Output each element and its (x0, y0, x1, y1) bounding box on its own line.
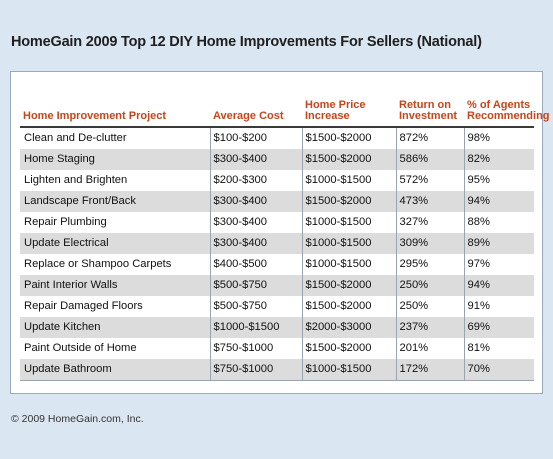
cell-agents-recommending: 89% (463, 233, 534, 254)
cell-project: Paint Outside of Home (24, 342, 137, 354)
cell-agents-recommending: 97% (463, 254, 534, 275)
table-row: Clean and De-clutter $100-$200 $1500-$2000… (20, 127, 534, 149)
cell-return-on-investment: 309% (395, 233, 464, 254)
cell-agents-recommending: 88% (463, 212, 534, 233)
cell-project: Repair Damaged Floors (24, 300, 143, 312)
cell-project: Clean and De-clutter (24, 132, 127, 144)
cell-project: Landscape Front/Back (20, 191, 210, 212)
cell-agents-recommending: 70% (463, 359, 534, 381)
cell-home-price-increase: $1500-$2000 (301, 275, 396, 296)
cell-average-cost: $300-$400 (209, 149, 302, 170)
cell-agents-recommending: 94% (463, 275, 534, 296)
improvements-table: Home Improvement Project Average Cost Ho… (20, 99, 550, 381)
cell-average-cost: $750-$1000 (209, 338, 302, 359)
cell-average-cost: $200-$300 (209, 170, 302, 191)
table-panel: Home Improvement Project Average Cost Ho… (10, 71, 550, 394)
chart-title: HomeGain 2009 Top 12 DIY Home Improvemen… (11, 34, 482, 50)
cell-return-on-investment: 237% (395, 317, 464, 338)
cell-project: Replace or Shampoo Carpets (24, 258, 172, 270)
cell-average-cost: $400-$500 (209, 254, 302, 275)
cell-return-on-investment: 473% (395, 191, 464, 212)
cell-project: Update Electrical (20, 233, 210, 254)
table-row: Update Bathroom $750-$1000 $1000-$1500 172%… (20, 359, 534, 381)
header-average-cost: Average Cost (213, 110, 284, 122)
header-agents-recommending: % of Agents Recommending (467, 99, 550, 122)
cell-average-cost: $100-$200 (209, 127, 302, 149)
cell-return-on-investment: 327% (395, 212, 464, 233)
cell-home-price-increase: $1500-$2000 (301, 191, 396, 212)
cell-average-cost: $500-$750 (209, 296, 302, 317)
cell-agents-recommending: 81% (463, 338, 534, 359)
cell-home-price-increase: $1000-$1500 (301, 233, 396, 254)
table-row: Landscape Front/Back $300-$400 $1500-$2000… (20, 191, 534, 212)
cell-project: Home Staging (20, 149, 210, 170)
cell-home-price-increase: $1000-$1500 (301, 170, 396, 191)
copyright-text: © 2009 HomeGain.com, Inc. (11, 413, 144, 425)
cell-project: Update Kitchen (20, 317, 210, 338)
cell-return-on-investment: 872% (395, 127, 464, 149)
cell-agents-recommending: 98% (463, 127, 534, 149)
cell-average-cost: $750-$1000 (209, 359, 302, 381)
cell-average-cost: $300-$400 (209, 233, 302, 254)
cell-agents-recommending: 82% (463, 149, 534, 170)
cell-project: Lighten and Brighten (24, 174, 128, 186)
cell-average-cost: $1000-$1500 (209, 317, 302, 338)
table-row: Paint Interior Walls $500-$750 $1500-$2000… (20, 275, 534, 296)
cell-home-price-increase: $1500-$2000 (301, 149, 396, 170)
cell-home-price-increase: $1000-$1500 (301, 212, 396, 233)
table-row: Replace or Shampoo Carpets $400-$500 $1000… (20, 254, 534, 275)
table-row: Home Staging $300-$400 $1500-$2000 586% 82% (20, 149, 534, 170)
cell-return-on-investment: 250% (395, 275, 464, 296)
table-row: Repair Damaged Floors $500-$750 $1500-$200… (20, 296, 534, 317)
header-project: Home Improvement Project (23, 110, 167, 122)
header-return-on-investment: Return on Investment (399, 99, 458, 122)
table-row: Lighten and Brighten $200-$300 $1000-$1500… (20, 170, 534, 191)
cell-agents-recommending: 94% (463, 191, 534, 212)
cell-return-on-investment: 572% (395, 170, 464, 191)
cell-average-cost: $300-$400 (209, 212, 302, 233)
cell-project: Repair Plumbing (24, 216, 107, 228)
table-row: Paint Outside of Home $750-$1000 $1500-$20… (20, 338, 534, 359)
header-home-price-increase: Home Price Increase (305, 99, 366, 122)
cell-return-on-investment: 172% (395, 359, 464, 381)
cell-return-on-investment: 201% (395, 338, 464, 359)
table-row: Update Electrical $300-$400 $1000-$1500 309… (20, 233, 534, 254)
cell-project: Update Bathroom (20, 359, 210, 381)
table-body: Clean and De-clutter $100-$200 $1500-$2000… (20, 127, 534, 381)
table-header-row: Home Improvement Project Average Cost Ho… (20, 99, 550, 127)
cell-average-cost: $500-$750 (209, 275, 302, 296)
cell-return-on-investment: 250% (395, 296, 464, 317)
cell-return-on-investment: 295% (395, 254, 464, 275)
cell-home-price-increase: $1500-$2000 (301, 127, 396, 149)
cell-agents-recommending: 95% (463, 170, 534, 191)
cell-return-on-investment: 586% (395, 149, 464, 170)
cell-home-price-increase: $1000-$1500 (301, 359, 396, 381)
table-row: Update Kitchen $1000-$1500 $2000-$3000 237%… (20, 317, 534, 338)
cell-project: Paint Interior Walls (20, 275, 210, 296)
cell-average-cost: $300-$400 (209, 191, 302, 212)
cell-home-price-increase: $1500-$2000 (301, 296, 396, 317)
cell-home-price-increase: $1000-$1500 (301, 254, 396, 275)
cell-agents-recommending: 91% (463, 296, 534, 317)
cell-agents-recommending: 69% (463, 317, 534, 338)
cell-home-price-increase: $2000-$3000 (301, 317, 396, 338)
table-row: Repair Plumbing $300-$400 $1000-$1500 327% 8… (20, 212, 534, 233)
cell-home-price-increase: $1500-$2000 (301, 338, 396, 359)
